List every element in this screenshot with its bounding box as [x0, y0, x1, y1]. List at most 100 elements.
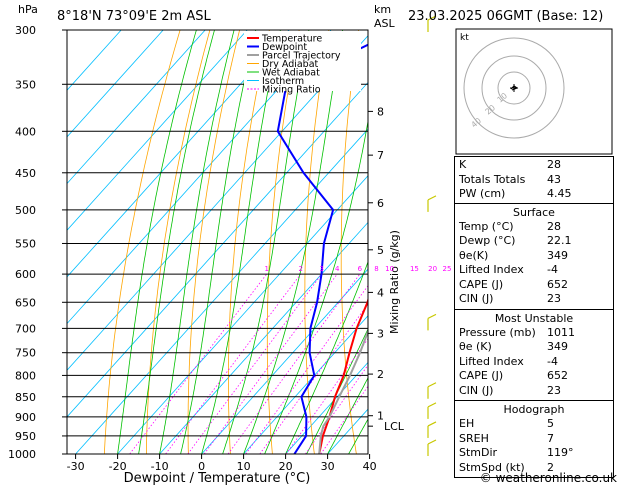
surface-title: Surface [513, 205, 555, 219]
indices-table: K 28 Totals Totals 43 PW (cm) 4.45 Surface Te… [454, 156, 614, 478]
table-row-value: 652 [547, 369, 568, 382]
table-row-key: StmSpd (kt) [459, 460, 525, 474]
table-row-key: PW (cm) [459, 187, 506, 200]
most-unstable-title: Most Unstable [494, 311, 574, 325]
datetime-title: 23.03.2025 06GMT (Base: 12) [408, 9, 603, 24]
table-row-key: SREH [459, 431, 489, 445]
table-row-value: 28 [547, 219, 561, 233]
pressure-tick-label: 700 [15, 322, 36, 335]
pressure-tick-label: 800 [15, 369, 36, 382]
x-axis-label: Dewpoint / Temperature (°C) [124, 471, 311, 486]
table-row-key: StmDir [459, 446, 498, 459]
pressure-tick-label: 600 [15, 268, 36, 281]
pressure-tick-label: 450 [15, 167, 36, 180]
mixing-ratio-label: 2 [298, 265, 302, 273]
temperature-tick-label: -30 [67, 460, 85, 473]
table-row-key: CAPE (J) [459, 277, 504, 291]
temperature-tick-label: 20 [279, 460, 293, 473]
table-row-value: 652 [547, 277, 568, 291]
table-row: CIN (J) 23 [455, 384, 613, 399]
table-row: StmDir 119° [455, 446, 613, 461]
table-row: Totals Totals 43 [455, 173, 613, 188]
height-km-label: 6 [377, 197, 384, 210]
table-row: θe(K) 349 [455, 249, 613, 264]
wind-barb-flag [427, 402, 437, 408]
table-row-value: 23 [547, 383, 561, 397]
wind-barb-flag [427, 313, 437, 319]
table-row-key: EH [459, 417, 475, 430]
temperature-tick-label: -10 [151, 460, 169, 473]
mixing-ratio-axis-label: Mixing Ratio (g/kg) [388, 230, 401, 334]
isotherm-line [201, 268, 368, 454]
hodograph-box: Hodograph EH 5 SREH 7 StmDir 119° StmSpd (kt) 2 [454, 401, 614, 478]
table-row-value: 349 [547, 248, 568, 262]
indices-box: K 28 Totals Totals 43 PW (cm) 4.45 [454, 156, 614, 204]
mixing-ratio-label: 25 [443, 265, 452, 273]
wind-barbs [427, 15, 437, 456]
series-temperature [318, 297, 368, 454]
series-dewpoint [276, 43, 368, 454]
surface-rows: Temp (°C) 28 Dewp (°C) 22.1 θe(K) 349 Lifted I… [455, 220, 613, 307]
pressure-tick-label: 950 [15, 430, 36, 443]
table-row: EH 5 [455, 417, 613, 432]
copyright: © weatheronline.co.uk [480, 471, 617, 485]
dry-adiabat-line [411, 30, 441, 454]
table-row-key: Lifted Index [459, 263, 524, 276]
mixing-ratio-label: 3 [320, 265, 324, 273]
table-row: Pressure (mb) 1011 [455, 326, 613, 341]
table-row-key: CAPE (J) [459, 369, 504, 382]
isotherm-line [67, 35, 368, 371]
table-row: PW (cm) 4.45 [455, 187, 613, 202]
table-row-value: 349 [547, 340, 568, 353]
most-unstable-rows: Pressure (mb) 1011 θe (K) 349 Lifted Index -4… [455, 326, 613, 399]
isotherm-line [75, 128, 368, 454]
mixing-ratio-label: 8 [374, 265, 378, 273]
mixing-ratio-label: 20 [428, 265, 437, 273]
legend-entry: Dewpoint [262, 42, 307, 53]
dry-adiabat-line [146, 30, 211, 454]
mixing-ratio-label: 6 [358, 265, 363, 273]
table-row: CAPE (J) 652 [455, 369, 613, 384]
hodograph-ring [463, 37, 565, 139]
wet-adiabat-line [138, 30, 215, 454]
plot-frame [66, 29, 369, 455]
legend-entry: Mixing Ratio [262, 85, 321, 96]
wind-barb-flag [427, 195, 437, 201]
wind-barb-flag [427, 439, 437, 445]
hodograph-unit-label: kt [460, 33, 469, 43]
isotherm-line [243, 315, 368, 454]
temperature-tick-label: 30 [321, 460, 335, 473]
isotherm-line [67, 30, 164, 138]
pressure-tick-label: 500 [15, 204, 36, 217]
table-row-key: CIN (J) [459, 383, 494, 397]
height-km-label: 3 [377, 327, 384, 340]
hpa-label: hPa [18, 3, 38, 16]
isotherm-line [67, 30, 248, 231]
table-row: Dewp (°C) 22.1 [455, 234, 613, 249]
mixing-ratio-label: 10 [385, 265, 394, 273]
table-row-key: Totals Totals [459, 172, 526, 186]
isobars [67, 29, 368, 455]
table-row-value: 43 [547, 172, 561, 186]
mixing-ratio-label: 4 [335, 265, 340, 273]
table-row-value: 7 [547, 431, 554, 445]
temperature-tick-label: -20 [109, 460, 127, 473]
legend-entry: Dry Adiabat [262, 59, 319, 70]
legend-entry: Parcel Trajectory [262, 51, 341, 62]
table-row-value: 28 [547, 158, 561, 171]
hodograph-title: Hodograph [503, 403, 565, 416]
pressure-tick-label: 400 [15, 125, 36, 138]
height-km-label: 4 [377, 286, 384, 299]
table-row-value: 2 [547, 460, 554, 474]
table-row: θe (K) 349 [455, 340, 613, 355]
mixing-ratio-line [245, 285, 368, 454]
pressure-tick-label: 850 [15, 391, 36, 404]
table-row-key: Dewp (°C) [459, 234, 516, 247]
location-title: 8°18'N 73°09'E 2m ASL [57, 9, 211, 24]
hodograph-frame [455, 28, 613, 155]
mixing-ratio-line [227, 273, 361, 454]
table-row-key: Temp (°C) [459, 219, 514, 233]
pressure-tick-label: 900 [15, 411, 36, 424]
table-row: SREH 7 [455, 432, 613, 447]
